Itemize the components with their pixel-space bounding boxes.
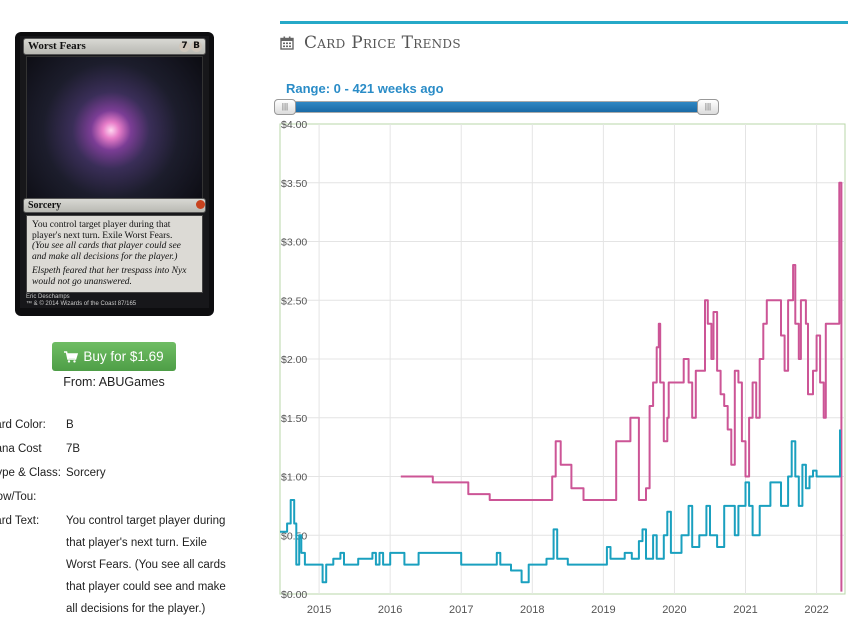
mana-black-icon: B <box>191 41 202 52</box>
section-top-rule <box>280 21 848 24</box>
card-text-box: You control target player during that pl… <box>26 215 203 293</box>
card-text-line: that player's next turn. Exile <box>66 537 207 549</box>
set-symbol-icon <box>196 200 205 209</box>
y-tick-label: $2.00 <box>281 354 307 366</box>
x-tick-label: 2017 <box>449 604 473 616</box>
x-tick-label: 2015 <box>307 604 331 616</box>
x-tick-label: 2018 <box>520 604 544 616</box>
range-slider-handle-min[interactable]: ||| <box>274 99 296 115</box>
price-series-line-teal <box>280 429 841 584</box>
attr-value: You control target player during <box>66 515 226 527</box>
y-tick-label: $1.50 <box>281 413 307 425</box>
price-series-line-pink <box>400 181 843 592</box>
card-text-line: that player could see and make <box>66 581 226 593</box>
y-tick-label: $3.00 <box>281 237 307 249</box>
card-footer: Eric Deschamps ™ & © 2014 Wizards of the… <box>26 294 136 308</box>
y-tick-label: $1.00 <box>281 472 307 484</box>
x-tick-label: 2021 <box>733 604 757 616</box>
card-artist: Eric Deschamps <box>26 294 70 300</box>
x-tick-label: 2022 <box>804 604 828 616</box>
range-slider-handle-max[interactable]: ||| <box>697 99 719 115</box>
card-copyright: ™ & © 2014 Wizards of the Coast 87/165 <box>26 301 137 307</box>
y-tick-label: $3.50 <box>281 178 307 190</box>
y-tick-label: $2.50 <box>281 295 307 307</box>
attr-label: Card Color: <box>0 419 46 431</box>
x-tick-label: 2016 <box>378 604 402 616</box>
x-tick-label: 2020 <box>662 604 686 616</box>
attr-value: 7B <box>66 443 81 455</box>
card-text-line: all decisions for the player.) <box>66 603 206 615</box>
attr-value: B <box>66 419 74 431</box>
card-reminder-text: (You see all cards that player could see… <box>32 241 181 262</box>
attr-label: Pow/Tou: <box>0 491 37 503</box>
attr-label: Type & Class: <box>0 467 61 479</box>
range-slider-selection <box>288 102 706 112</box>
x-tick-label: 2019 <box>591 604 615 616</box>
card-rules-text: You control target player during that pl… <box>32 220 173 241</box>
card-text-line: Worst Fears. (You see all cards <box>66 559 226 571</box>
range-label: Range: 0 - 421 weeks ago <box>286 81 444 96</box>
cart-icon <box>64 344 79 373</box>
buy-button[interactable]: Buy for $1.69 <box>52 342 176 371</box>
y-tick-label: $4.00 <box>281 119 307 131</box>
buy-button-label: Buy for $1.69 <box>83 349 164 364</box>
card-flavor-text: Elspeth feared that her trespass into Ny… <box>32 266 187 287</box>
mana-generic-icon: 7 <box>179 41 190 52</box>
section-title: Card Price Trends <box>304 33 461 53</box>
price-chart: $0.00$0.50$1.00$1.50$2.00$2.50$3.00$3.50… <box>279 119 846 616</box>
attr-label: Mana Cost <box>0 443 42 455</box>
calendar-icon <box>280 36 294 55</box>
card-name: Worst Fears <box>28 40 86 52</box>
attr-value: Sorcery <box>66 467 106 479</box>
vendor-label: From: ABUGames <box>63 375 165 389</box>
y-tick-label: $0.00 <box>281 589 307 601</box>
card-art <box>26 56 203 199</box>
attr-label: Card Text: <box>0 515 40 527</box>
card-type-line: Sorcery <box>23 198 206 213</box>
